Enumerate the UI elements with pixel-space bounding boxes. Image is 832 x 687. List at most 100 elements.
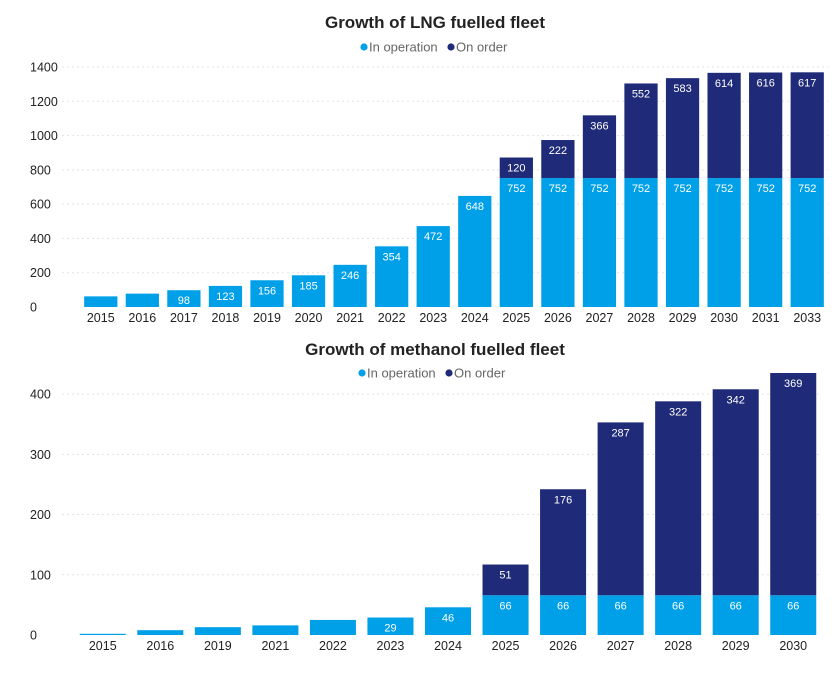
bar-on-order <box>665 78 700 179</box>
data-label: 51 <box>499 570 511 582</box>
x-tick-label: 2023 <box>419 311 447 325</box>
data-label: 342 <box>727 394 745 406</box>
data-label: 66 <box>614 600 626 612</box>
data-label: 66 <box>787 600 799 612</box>
bar-in-operation <box>375 246 409 307</box>
methanol-fleet-chart: Growth of methanol fuelled fleet In oper… <box>30 340 822 653</box>
y-tick-label: 300 <box>30 448 51 462</box>
x-tick-label: 2030 <box>779 639 807 653</box>
legend-label-in-operation: In operation <box>369 40 438 55</box>
x-tick-label: 2024 <box>461 311 489 325</box>
x-tick-label: 2027 <box>586 311 614 325</box>
x-tick-label: 2016 <box>128 311 156 325</box>
legend-marker-in-operation <box>360 43 368 51</box>
legend: In operation On order <box>358 366 506 381</box>
x-tick-label: 2029 <box>669 311 697 325</box>
x-tick-label: 2018 <box>212 311 240 325</box>
bar-in-operation <box>125 293 159 307</box>
data-label: 752 <box>590 183 608 195</box>
x-tick-label: 2028 <box>627 311 655 325</box>
data-label: 648 <box>466 201 484 213</box>
data-label: 322 <box>669 406 687 418</box>
bar-in-operation <box>665 178 700 307</box>
legend-marker-on-order <box>445 369 453 377</box>
y-tick-label: 100 <box>30 568 51 582</box>
bar-in-operation <box>582 178 617 307</box>
data-label: 120 <box>507 163 525 175</box>
data-label: 552 <box>632 88 650 100</box>
x-tick-label: 2016 <box>146 639 174 653</box>
y-tick-label: 1000 <box>30 129 58 143</box>
data-label: 185 <box>299 280 317 292</box>
y-tick-label: 600 <box>30 198 51 212</box>
lng-fleet-chart: Growth of LNG fuelled fleet In operation… <box>30 13 828 325</box>
x-tick-label: 2021 <box>261 639 289 653</box>
legend: In operation On order <box>360 40 508 55</box>
y-tick-label: 0 <box>30 301 37 315</box>
x-tick-label: 2027 <box>607 639 635 653</box>
legend-label-on-order: On order <box>456 40 508 55</box>
data-label: 66 <box>672 600 684 612</box>
bar-on-order <box>790 72 824 179</box>
bar-in-operation <box>367 617 414 635</box>
bar-in-operation <box>482 595 529 635</box>
bar-in-operation <box>208 285 243 307</box>
y-tick-label: 400 <box>30 232 51 246</box>
data-label: 29 <box>384 623 396 635</box>
data-label: 616 <box>756 77 774 89</box>
y-tick-label: 1200 <box>30 95 58 109</box>
data-label: 369 <box>784 378 802 390</box>
data-label: 66 <box>499 600 511 612</box>
bar-on-order <box>707 72 741 179</box>
bar-in-operation <box>624 178 658 307</box>
bar-on-order <box>770 373 817 596</box>
bar-in-operation <box>79 633 126 635</box>
bar-in-operation <box>416 226 450 307</box>
x-tick-label: 2019 <box>204 639 232 653</box>
y-tick-label: 1400 <box>30 61 58 75</box>
y-tick-label: 800 <box>30 163 51 177</box>
bar-in-operation <box>541 178 575 307</box>
x-tick-label: 2033 <box>793 311 821 325</box>
legend-marker-in-operation <box>358 369 366 377</box>
bar-in-operation <box>252 625 299 635</box>
bar-in-operation <box>749 178 783 307</box>
data-label: 46 <box>442 612 454 624</box>
legend-marker-on-order <box>447 43 455 51</box>
x-tick-label: 2028 <box>664 639 692 653</box>
data-label: 123 <box>216 291 234 303</box>
legend-label-on-order: On order <box>454 366 506 381</box>
bar-in-operation <box>333 264 367 307</box>
y-tick-label: 400 <box>30 388 51 402</box>
bar-on-order <box>499 157 533 179</box>
bar-on-order <box>482 564 529 596</box>
bar-in-operation <box>309 619 356 635</box>
bar-in-operation <box>707 178 741 307</box>
data-label: 472 <box>424 231 442 243</box>
bar-in-operation <box>458 195 492 307</box>
bar-in-operation <box>291 275 326 307</box>
plot-area: 0 100 200 300 400 2015 2016 2019 2021 2022 29 2023 4… <box>30 373 822 653</box>
bar-in-operation <box>540 595 587 635</box>
data-label: 176 <box>554 494 572 506</box>
x-tick-label: 2020 <box>295 311 323 325</box>
bar-in-operation <box>712 595 759 635</box>
chart-title: Growth of LNG fuelled fleet <box>325 13 545 32</box>
data-label: 66 <box>730 600 742 612</box>
x-tick-label: 2026 <box>544 311 572 325</box>
data-label: 752 <box>756 183 774 195</box>
data-label: 66 <box>557 600 569 612</box>
data-label: 366 <box>590 120 608 132</box>
y-tick-label: 0 <box>30 629 37 643</box>
data-label: 752 <box>673 183 691 195</box>
bar-in-operation <box>770 595 817 635</box>
x-tick-label: 2030 <box>710 311 738 325</box>
x-tick-label: 2026 <box>549 639 577 653</box>
x-tick-label: 2023 <box>377 639 405 653</box>
legend-label-in-operation: In operation <box>367 366 436 381</box>
x-tick-label: 2015 <box>87 311 115 325</box>
y-tick-label: 200 <box>30 508 51 522</box>
bar-in-operation <box>194 627 241 635</box>
bar-on-order <box>540 489 587 596</box>
